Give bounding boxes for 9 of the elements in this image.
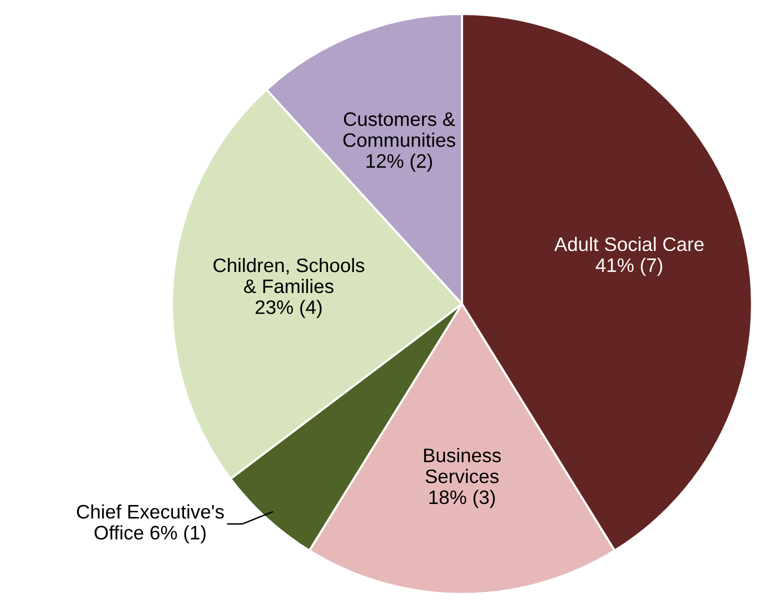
slice-label: Business Services [424,448,501,484]
slice-label: Chief Executive's Office 6% (1) [76,504,224,544]
slice-label: Children, Schools & Families [214,258,364,294]
data-label: 23% (4) [256,300,322,318]
data-label: 41% (7) [596,258,662,276]
data-label: 18% (3) [429,490,495,508]
data-label: 12% (2) [366,154,432,172]
slice-label: Adult Social Care [554,236,704,252]
slice-label: Customers & Communities [343,112,456,147]
